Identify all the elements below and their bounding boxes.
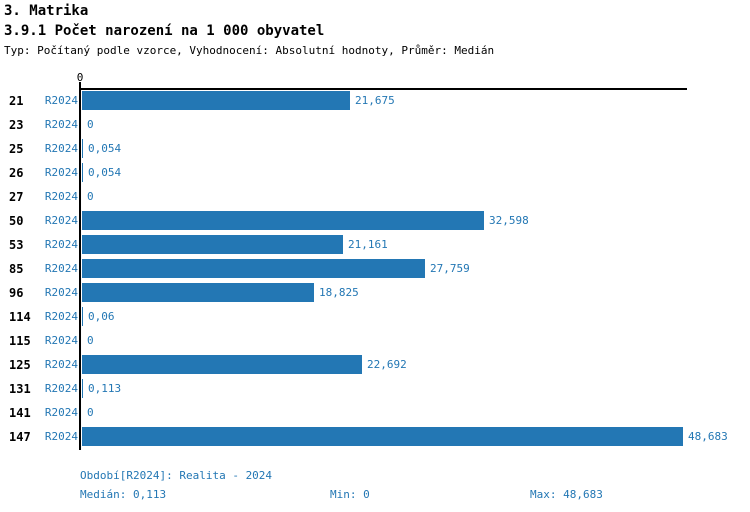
chart-row: 114 R2024 0,06 bbox=[0, 305, 750, 329]
bar-value-label: 0 bbox=[87, 406, 94, 419]
row-category-label: 27 bbox=[9, 190, 24, 204]
row-series-label: R2024 bbox=[44, 238, 78, 251]
bar bbox=[82, 379, 83, 398]
row-category-label: 50 bbox=[9, 214, 24, 228]
chart-row: 26 R2024 0,054 bbox=[0, 161, 750, 185]
bar-value-label: 32,598 bbox=[489, 214, 529, 227]
section-title: 3. Matrika bbox=[4, 3, 89, 19]
chart-row: 27 R2024 0 bbox=[0, 185, 750, 209]
chart-row: 53 R2024 21,161 bbox=[0, 233, 750, 257]
row-category-label: 21 bbox=[9, 94, 24, 108]
bar-value-label: 21,675 bbox=[355, 94, 395, 107]
chart-title: 3.9.1 Počet narození na 1 000 obyvatel bbox=[4, 23, 325, 39]
chart-row: 147 R2024 48,683 bbox=[0, 425, 750, 449]
bar-value-label: 27,759 bbox=[430, 262, 470, 275]
bar bbox=[82, 355, 362, 374]
row-category-label: 131 bbox=[9, 382, 31, 396]
row-series-label: R2024 bbox=[44, 118, 78, 131]
row-series-label: R2024 bbox=[44, 94, 78, 107]
row-category-label: 25 bbox=[9, 142, 24, 156]
x-axis-line bbox=[80, 88, 687, 90]
bar-value-label: 0,054 bbox=[88, 142, 122, 155]
bar bbox=[82, 259, 425, 278]
chart-row: 125 R2024 22,692 bbox=[0, 353, 750, 377]
row-category-label: 114 bbox=[9, 310, 31, 324]
bar-value-label: 0 bbox=[87, 334, 94, 347]
bar bbox=[82, 211, 484, 230]
row-category-label: 147 bbox=[9, 430, 31, 444]
row-series-label: R2024 bbox=[44, 406, 78, 419]
row-category-label: 115 bbox=[9, 334, 31, 348]
bar-value-label: 0,113 bbox=[88, 382, 122, 395]
row-series-label: R2024 bbox=[44, 142, 78, 155]
y-axis-line bbox=[79, 82, 81, 450]
row-category-label: 23 bbox=[9, 118, 24, 132]
min-label: Min: 0 bbox=[330, 488, 370, 501]
chart-meta-line: Typ: Počítaný podle vzorce, Vyhodnocení:… bbox=[4, 44, 495, 57]
bar bbox=[82, 235, 343, 254]
row-series-label: R2024 bbox=[44, 286, 78, 299]
row-series-label: R2024 bbox=[44, 358, 78, 371]
bar bbox=[82, 283, 314, 302]
chart-row: 141 R2024 0 bbox=[0, 401, 750, 425]
chart-row: 96 R2024 18,825 bbox=[0, 281, 750, 305]
bar-value-label: 48,683 bbox=[688, 430, 728, 443]
bar-value-label: 21,161 bbox=[348, 238, 388, 251]
row-series-label: R2024 bbox=[44, 334, 78, 347]
bar bbox=[82, 91, 350, 110]
row-series-label: R2024 bbox=[44, 310, 78, 323]
bar bbox=[82, 163, 83, 182]
row-category-label: 53 bbox=[9, 238, 24, 252]
chart-row: 131 R2024 0,113 bbox=[0, 377, 750, 401]
bar-value-label: 0,06 bbox=[88, 310, 115, 323]
chart-row: 23 R2024 0 bbox=[0, 113, 750, 137]
row-series-label: R2024 bbox=[44, 214, 78, 227]
chart-row: 25 R2024 0,054 bbox=[0, 137, 750, 161]
x-axis-tick-label: 0 bbox=[76, 71, 84, 84]
bar-value-label: 0,054 bbox=[88, 166, 122, 179]
bar bbox=[82, 427, 683, 446]
bar-value-label: 22,692 bbox=[367, 358, 407, 371]
chart-row: 85 R2024 27,759 bbox=[0, 257, 750, 281]
chart-row: 115 R2024 0 bbox=[0, 329, 750, 353]
row-category-label: 26 bbox=[9, 166, 24, 180]
median-label: Medián: 0,113 bbox=[80, 488, 167, 501]
period-label: Období[R2024]: Realita - 2024 bbox=[80, 469, 273, 482]
bar bbox=[82, 139, 83, 158]
bar-value-label: 18,825 bbox=[319, 286, 359, 299]
row-series-label: R2024 bbox=[44, 382, 78, 395]
row-category-label: 141 bbox=[9, 406, 31, 420]
max-label: Max: 48,683 bbox=[530, 488, 603, 501]
row-series-label: R2024 bbox=[44, 262, 78, 275]
chart-row: 21 R2024 21,675 bbox=[0, 89, 750, 113]
row-series-label: R2024 bbox=[44, 430, 78, 443]
row-series-label: R2024 bbox=[44, 190, 78, 203]
row-series-label: R2024 bbox=[44, 166, 78, 179]
row-category-label: 125 bbox=[9, 358, 31, 372]
bar bbox=[82, 307, 83, 326]
row-category-label: 85 bbox=[9, 262, 24, 276]
row-category-label: 96 bbox=[9, 286, 24, 300]
bar-value-label: 0 bbox=[87, 190, 94, 203]
bar-value-label: 0 bbox=[87, 118, 94, 131]
chart-row: 50 R2024 32,598 bbox=[0, 209, 750, 233]
